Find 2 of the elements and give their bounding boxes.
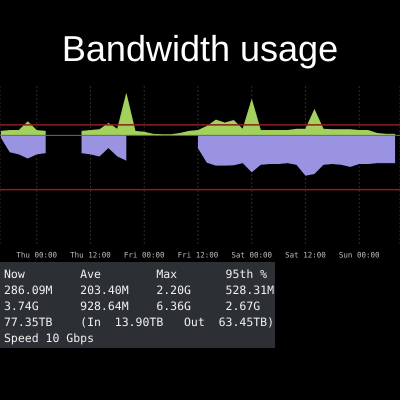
stats-table: Now Ave Max 95th % 286.09M 203.40M 2.20G 528.31M 3.74G 928.64M 6.36G 2.67G 77.35TB (In 13.90TB Out 63.45TB) Speed 10 Gbps bbox=[0, 262, 275, 348]
chart-title: Bandwidth usage bbox=[60, 28, 340, 70]
